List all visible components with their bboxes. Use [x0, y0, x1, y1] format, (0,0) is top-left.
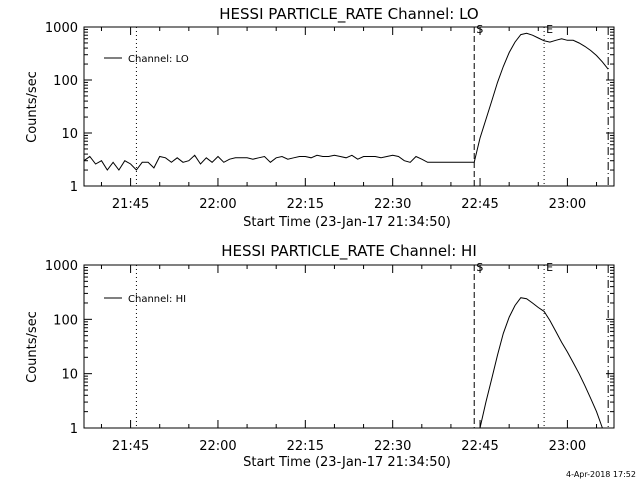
- x-tick-label: 22:45: [461, 439, 498, 454]
- x-tick-label: 22:00: [199, 197, 236, 212]
- y-tick-label: 1: [70, 180, 78, 195]
- y-axis-label-lo: Counts/sec: [25, 71, 40, 143]
- y-axis-label-hi: Counts/sec: [25, 311, 40, 383]
- y-tick-label: 1: [70, 422, 78, 437]
- x-tick-label: 22:30: [374, 197, 411, 212]
- y-tick-label: 1000: [45, 259, 78, 274]
- x-tick-label: 23:00: [549, 197, 586, 212]
- y-tick-label: 10: [61, 368, 78, 383]
- y-tick-label: 100: [53, 313, 78, 328]
- x-tick-label: 22:15: [287, 197, 324, 212]
- plot-frame-lo: [83, 26, 615, 187]
- x-tick-label: 22:30: [374, 439, 411, 454]
- time-marker-label: E: [546, 261, 553, 274]
- plot-frame-hi: [83, 264, 615, 429]
- series-line: [83, 32, 609, 171]
- axis-ticks-lo: [84, 26, 614, 187]
- legend-entry-lo: Channel: LO: [128, 54, 189, 65]
- x-tick-label: 22:45: [461, 197, 498, 212]
- x-tick-label: 22:15: [287, 439, 324, 454]
- x-tick-label: 21:45: [112, 439, 149, 454]
- chart-title-hi: HESSI PARTICLE_RATE Channel: HI: [221, 242, 477, 261]
- y-tick-label: 1000: [45, 21, 78, 36]
- legend-entry-hi: Channel: HI: [128, 294, 186, 305]
- legend-lo: Channel: LO: [104, 54, 189, 65]
- axis-ticks-hi: [84, 264, 614, 429]
- series-lo: [83, 32, 609, 171]
- tick-labels-hi: 21:45 22:00 22:15 22:30 22:45 23:00 1 10 100 1000: [45, 259, 586, 454]
- x-tick-label: 22:00: [199, 439, 236, 454]
- chart-title-lo: HESSI PARTICLE_RATE Channel: LO: [219, 5, 478, 24]
- print-timestamp: 4-Apr-2018 17:52: [566, 470, 636, 479]
- x-axis-label-hi: Start Time (23-Jan-17 21:34:50): [243, 455, 451, 470]
- tick-labels-lo: 21:45 22:00 22:15 22:30 22:45 23:00 1 10 100 1000: [45, 21, 586, 212]
- y-tick-label: 100: [53, 74, 78, 89]
- x-tick-label: 21:45: [112, 197, 149, 212]
- x-tick-label: 23:00: [549, 439, 586, 454]
- legend-hi: Channel: HI: [104, 294, 186, 305]
- time-marker-label: S: [476, 23, 483, 36]
- y-tick-label: 10: [61, 127, 78, 142]
- chart-panel-hi: HESSI PARTICLE_RATE Channel: HI 21:45 22:…: [25, 242, 615, 470]
- series-line: [479, 297, 603, 429]
- series-hi: [479, 297, 603, 429]
- time-marker-label: E: [546, 23, 553, 36]
- time-marker-label: S: [476, 261, 483, 274]
- x-axis-label-lo: Start Time (23-Jan-17 21:34:50): [243, 215, 451, 230]
- chart-panel-lo: HESSI PARTICLE_RATE Channel: LO 21:45 22:…: [25, 5, 615, 230]
